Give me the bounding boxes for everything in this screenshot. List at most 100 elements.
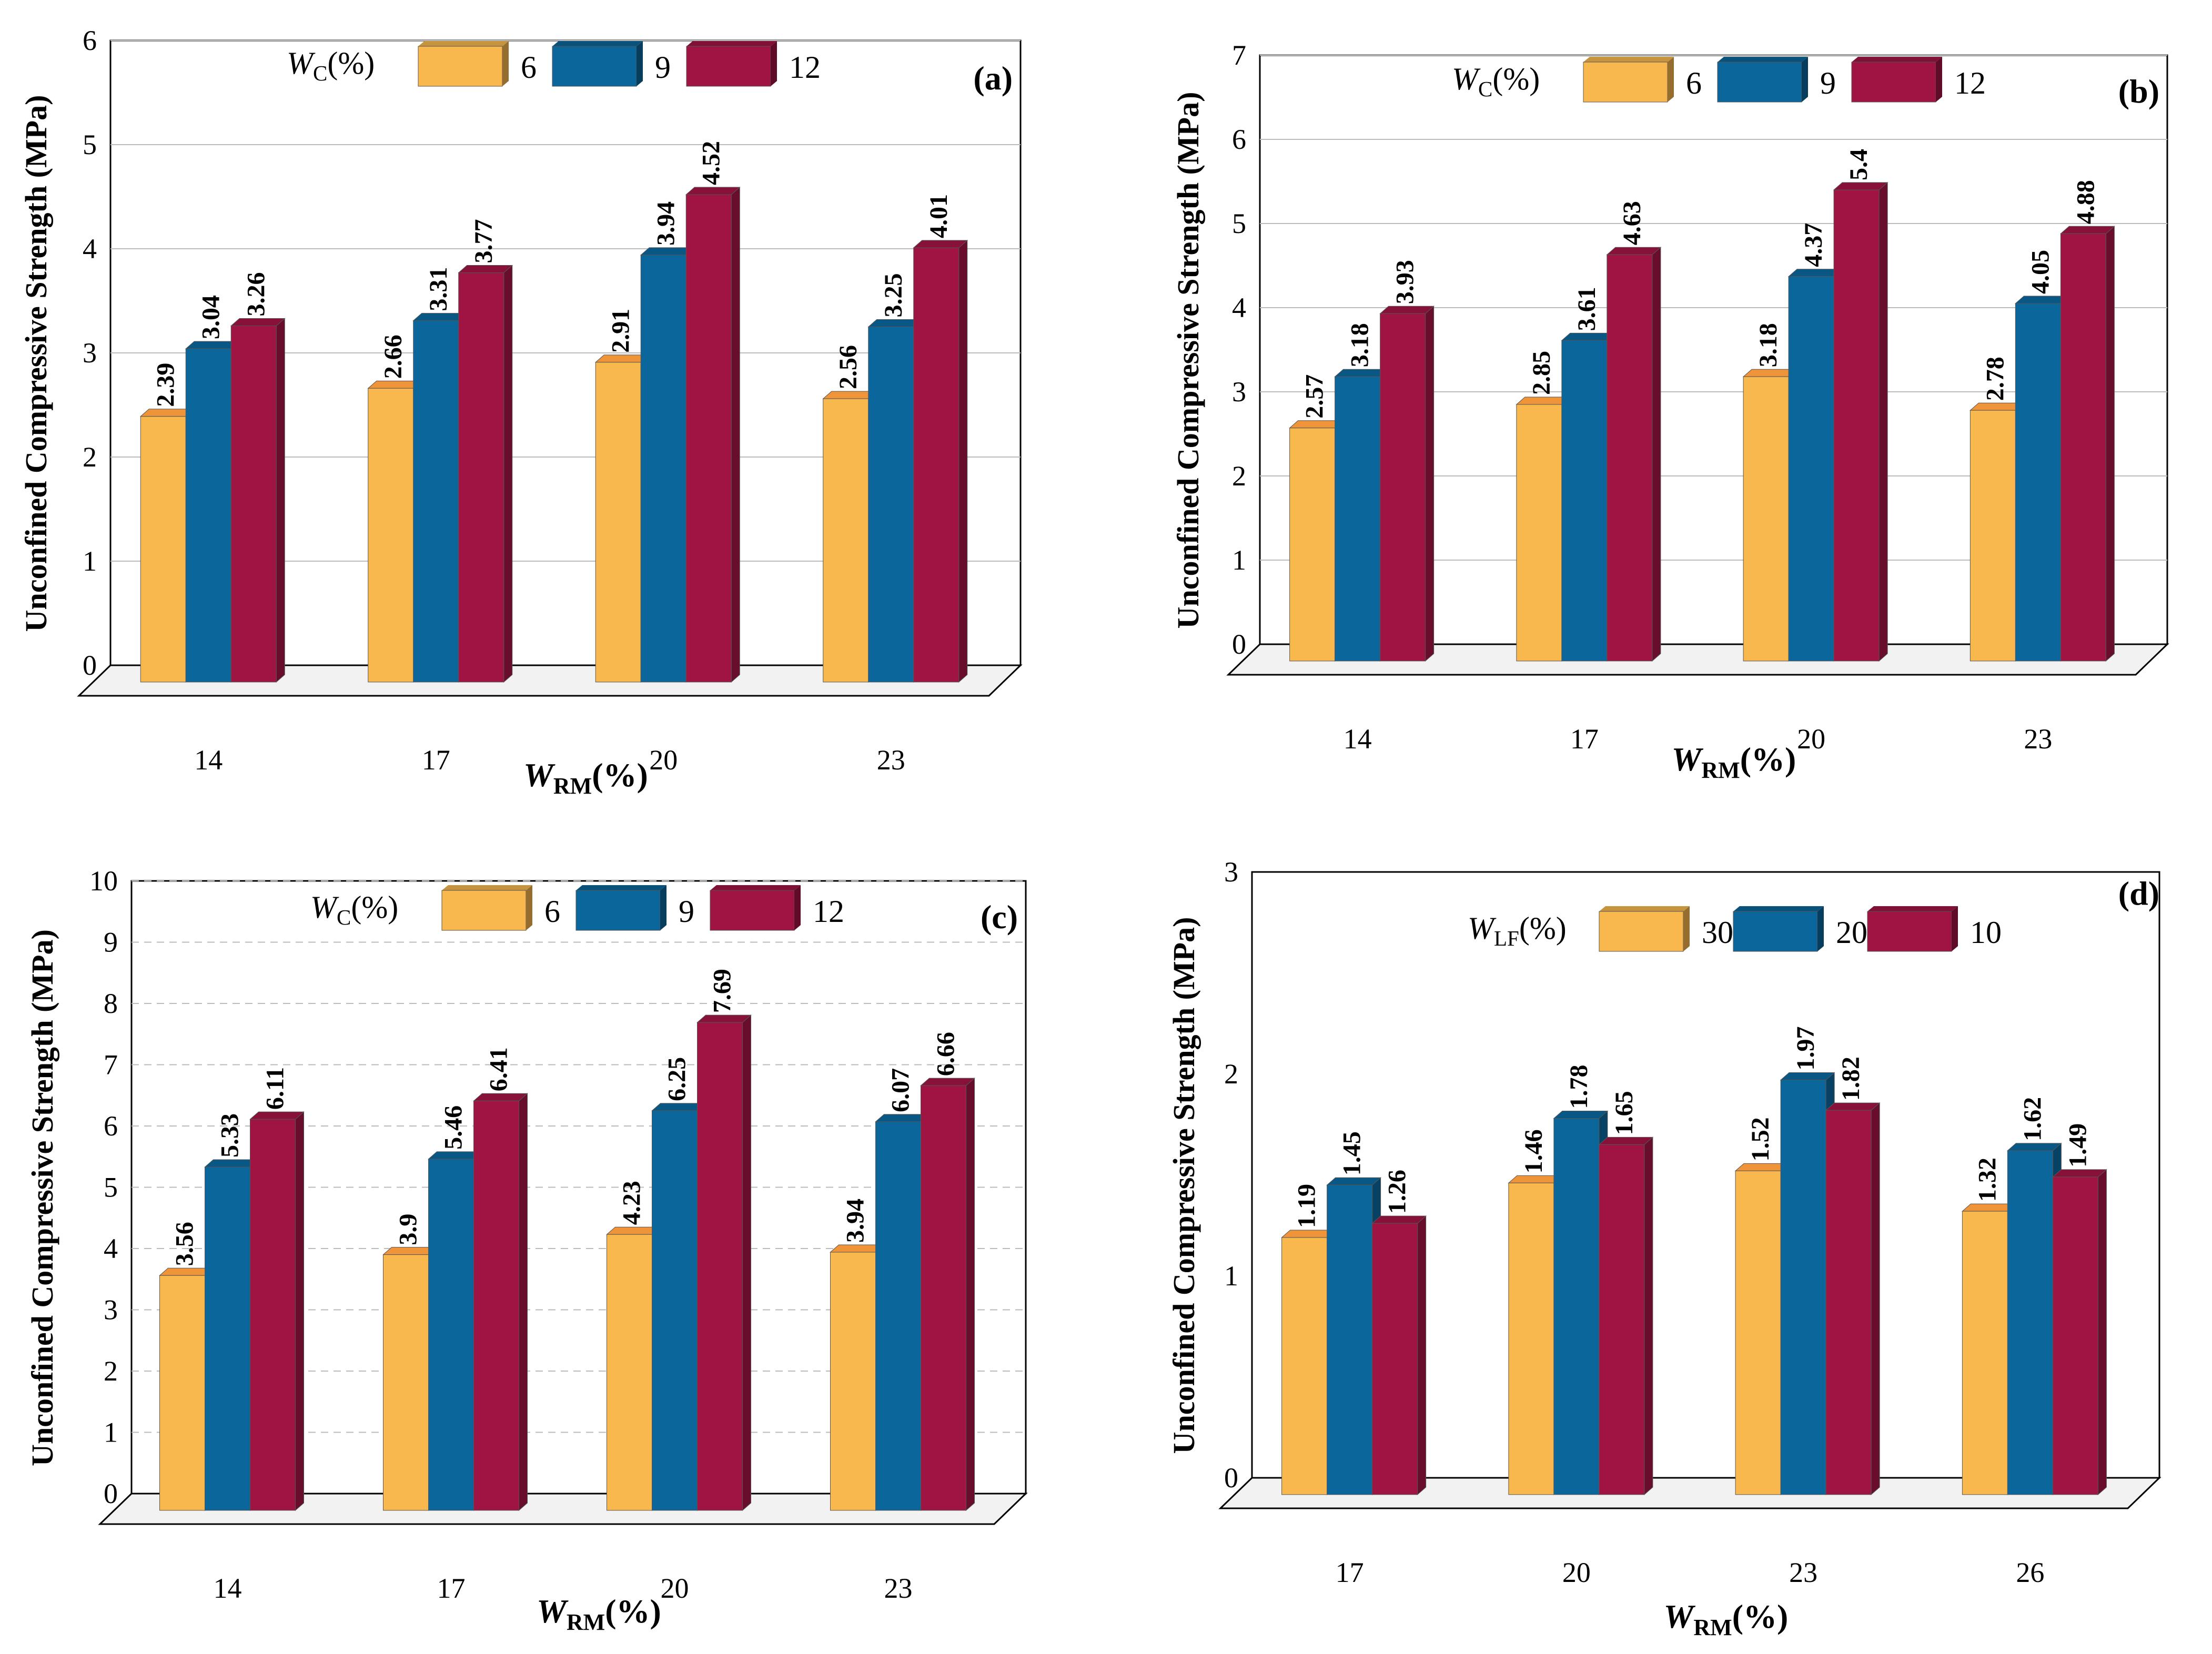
bar-b-20-s12 [1833,181,1888,662]
legend-title-symbol: W [1468,911,1497,946]
bar-front [640,255,686,683]
x-axis-title-unit: (%) [592,756,648,794]
y-tick-label: 8 [104,988,118,1019]
legend-entry-label: 9 [679,894,694,929]
y-tick-label: 7 [104,1049,118,1081]
data-label: 3.61 [1573,287,1601,331]
legend-swatch-top [1867,906,1958,911]
data-label: 3.25 [880,273,907,318]
x-tick-label: 23 [877,744,905,776]
y-axis-title: Unconfined Compressive Strength (MPa) [19,95,53,632]
bar-front [250,1119,296,1511]
bar-top [2060,226,2115,234]
legend-swatch-20 [1733,911,1818,952]
legend-entry-label: 6 [521,50,537,85]
data-label: 4.63 [1618,201,1646,245]
panel-label: (b) [2118,73,2159,110]
legend-swatch-top [1733,906,1824,911]
bar-top [1606,247,1662,255]
x-axis-title-symbol: W [523,756,555,794]
legend-swatch-top [1852,57,1942,62]
bar-front [595,362,641,683]
bar-top [249,1111,305,1120]
bar-front [1553,1118,1600,1495]
bar-side [503,265,513,683]
data-label: 3.26 [242,272,270,317]
bar-front [458,272,504,683]
legend-entry-label: 30 [1702,915,1733,950]
bar-front [1780,1080,1826,1495]
legend-title-subscript: C [1478,77,1492,101]
data-label: 6.25 [663,1057,691,1101]
data-label: 1.62 [2018,1097,2046,1141]
bar-top [458,265,513,273]
legend-title-subscript: C [337,905,351,929]
bar-a-14-s12 [230,318,286,683]
bar-side [1652,247,1661,662]
bar-b-23-s12 [2060,226,2115,662]
bar-front [2052,1176,2098,1495]
bar-top [1326,1177,1381,1185]
bar-c-20-s12 [696,1014,752,1511]
legend-swatch-top [1583,57,1674,62]
y-tick-label: 0 [83,650,97,681]
legend-title: WLF(%) [1468,911,1567,950]
legend-swatch-side [502,41,509,86]
x-axis-title: WRM(%) [537,1592,661,1635]
legend-title: WC(%) [310,890,398,929]
y-tick-label: 3 [1224,856,1238,888]
bar-front [1561,340,1608,662]
y-tick-label: 2 [104,1355,118,1387]
data-label: 3.93 [1391,260,1419,304]
data-label: 2.66 [379,334,407,379]
bar-front [1833,189,1880,662]
bar-a-17-s12 [458,265,513,683]
bar-top [920,1078,975,1086]
bar-front [1508,1182,1554,1495]
legend-swatch-side [1936,57,1942,102]
x-tick-label: 20 [1797,723,1825,755]
bar-front [1607,254,1653,662]
bar-c-14-s12 [249,1111,305,1511]
bar-front [830,1252,876,1511]
bar-side [519,1093,528,1511]
bar-front [230,326,277,683]
data-label: 1.46 [1520,1129,1548,1173]
legend-swatch-top [686,41,777,46]
bar-d-26-s10 [2052,1169,2107,1496]
data-label: 1.49 [2064,1123,2092,1168]
bar-front [875,1121,921,1511]
bar-front [383,1254,429,1511]
data-label: 3.04 [197,295,225,339]
bar-top [1379,306,1435,314]
legend-title-unit: (%) [327,46,375,80]
legend-entry-label: 6 [1686,66,1702,100]
bar-front [697,1022,743,1511]
bar-front [868,327,914,683]
legend-swatch-side [771,41,777,86]
data-label: 1.82 [1837,1057,1865,1101]
bar-top [1553,1110,1609,1119]
data-label: 3.18 [1754,323,1782,367]
data-label: 6.11 [261,1067,289,1110]
data-label: 4.23 [618,1181,646,1225]
y-tick-label: 2 [83,441,97,473]
bar-front [1335,376,1381,662]
data-label: 2.57 [1301,374,1329,419]
bar-b-17-s12 [1606,247,1662,662]
data-label: 4.05 [2026,250,2054,294]
legend-swatch-top [418,41,509,46]
data-label: 6.41 [485,1047,513,1091]
bar-front [913,247,959,683]
y-tick-label: 4 [1232,292,1246,323]
bar-top [473,1093,528,1101]
bar-front [473,1100,519,1511]
bar-side [1871,1102,1880,1496]
bar-top [1598,1137,1654,1145]
x-tick-label: 23 [884,1572,913,1604]
legend-swatch-6 [418,46,503,87]
bar-front [428,1159,474,1511]
y-tick-label: 1 [1224,1260,1238,1292]
